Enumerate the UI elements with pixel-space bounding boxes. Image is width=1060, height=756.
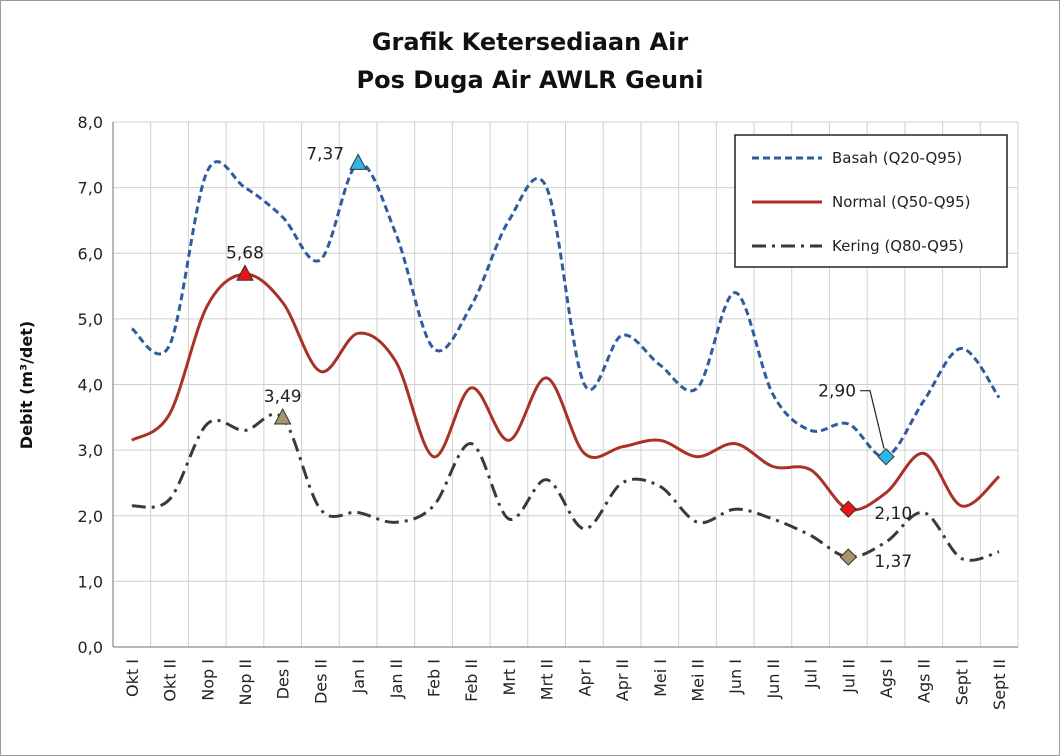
x-tick-label: Mrt I [500, 659, 519, 695]
x-tick-label: Ags II [915, 659, 934, 703]
annotation-marker [236, 264, 254, 281]
x-tick-label: Okt I [123, 659, 142, 697]
x-tick-label: Des II [311, 659, 330, 704]
series-line-1 [130, 160, 1001, 459]
annotation-marker [273, 407, 292, 425]
y-tick-label: 0,0 [78, 638, 103, 657]
y-tick-label: 8,0 [78, 113, 103, 132]
x-tick-label: Mei I [651, 659, 670, 697]
annotation-label: 5,68 [226, 243, 264, 263]
x-tick-label: Jul II [839, 659, 858, 694]
annotation-label: 2,90 [818, 382, 856, 402]
y-axis-label: Debit (m³/det) [17, 321, 36, 449]
y-tick-label: 7,0 [78, 179, 103, 198]
x-tick-label: Nop I [198, 659, 217, 701]
x-tick-label: Jan I [349, 659, 368, 694]
annotation-label: 2,10 [874, 504, 912, 524]
legend-label-1: Basah (Q20-Q95) [832, 149, 962, 167]
x-tick-label: Feb I [425, 659, 444, 697]
x-tick-label: Ags I [877, 659, 896, 698]
x-tick-label: Okt II [161, 659, 180, 702]
axes [112, 122, 1018, 648]
x-tick-label: Jun II [764, 659, 783, 700]
x-tick-label: Mrt II [538, 659, 557, 700]
y-tick-labels: 0,0 1,0 2,0 3,0 4,0 5,0 6,0 7,0 8,0 [78, 113, 103, 657]
x-tick-label: Jun I [726, 659, 745, 695]
x-tick-labels: Okt I Okt II Nop I Nop II Des I Des II Jan I Ja… [123, 659, 1009, 710]
x-tick-label: Des I [274, 659, 293, 699]
x-tick-label: Sept I [952, 659, 971, 705]
annotation-marker [839, 500, 858, 518]
annotation-label: 1,37 [874, 552, 912, 572]
x-tick-label: Sept II [990, 659, 1009, 710]
x-tick-label: Feb II [462, 659, 481, 702]
x-tick-label: Mei II [688, 659, 707, 702]
x-tick-label: Jul I [802, 659, 821, 689]
y-tick-label: 6,0 [78, 244, 103, 263]
chart-title: Grafik Ketersediaan Air [371, 28, 689, 56]
annotation-label: 7,37 [306, 144, 344, 164]
x-tick-label: Apr I [575, 659, 594, 696]
annotation-leader-line [860, 390, 885, 449]
y-tick-label: 1,0 [78, 572, 103, 591]
legend: Basah (Q20-Q95) Normal (Q50-Q95) Kering (Q… [734, 134, 1008, 268]
annotation-marker [877, 447, 895, 466]
y-tick-label: 3,0 [78, 441, 103, 460]
data-annotations: 7,37 5,68 3,49 2,90 2,10 1,37 [226, 144, 912, 572]
x-tick-label: Jan II [387, 659, 406, 699]
annotation-marker [839, 548, 858, 566]
x-tick-label: Apr II [613, 659, 632, 701]
annotation-marker [349, 153, 367, 170]
x-tick-label: Nop II [236, 659, 255, 705]
annotation-label: 3,49 [264, 387, 302, 407]
y-tick-label: 5,0 [78, 310, 103, 329]
chart-subtitle: Pos Duga Air AWLR Geuni [356, 66, 704, 94]
legend-label-2: Normal (Q50-Q95) [832, 193, 971, 211]
y-tick-label: 2,0 [78, 507, 103, 526]
legend-label-3: Kering (Q80-Q95) [832, 237, 964, 255]
y-tick-label: 4,0 [78, 376, 103, 395]
